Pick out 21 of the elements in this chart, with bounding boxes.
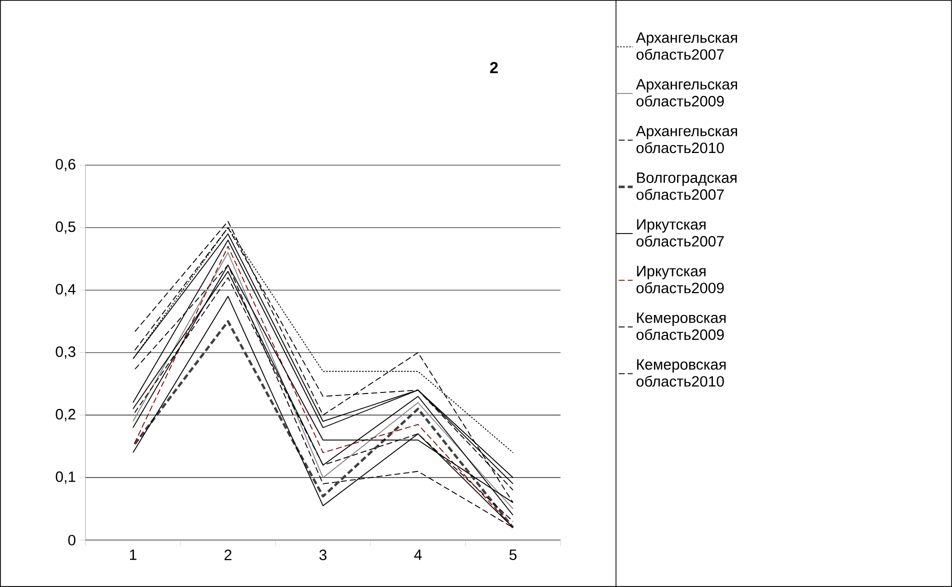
legend-label: Архангельская область2010 (636, 126, 738, 154)
x-tick-label: 2 (224, 550, 232, 560)
y-tick-label: 0,4 (56, 284, 76, 296)
legend-label: Архангельская область2009 (636, 79, 738, 106)
x-tick-label: 4 (414, 550, 422, 560)
y-tick-label: 0 (68, 534, 76, 546)
legend-label: Кемеровская область2009 (636, 312, 726, 340)
y-tick-label: 0,3 (56, 346, 76, 359)
y-tick-label: 0,1 (56, 471, 76, 484)
y-tick-label: 0,2 (56, 408, 76, 422)
y-tick-label: 0,6 (56, 158, 76, 172)
legend-label: Кемеровская область2010 (636, 359, 726, 387)
legend-label: Иркутская область2009 (636, 266, 724, 294)
legend-label: Волгоградская область2007 (636, 172, 736, 200)
legend-label: Иркутская область2007 (636, 219, 724, 247)
x-tick-label: 3 (319, 550, 327, 560)
y-tick-label: 0,5 (56, 221, 76, 234)
x-tick-label: 5 (509, 550, 517, 560)
x-tick-label: 1 (130, 550, 136, 560)
legend-label: Архангельская область2007 (636, 32, 738, 60)
chart-title: 2 (490, 62, 498, 74)
